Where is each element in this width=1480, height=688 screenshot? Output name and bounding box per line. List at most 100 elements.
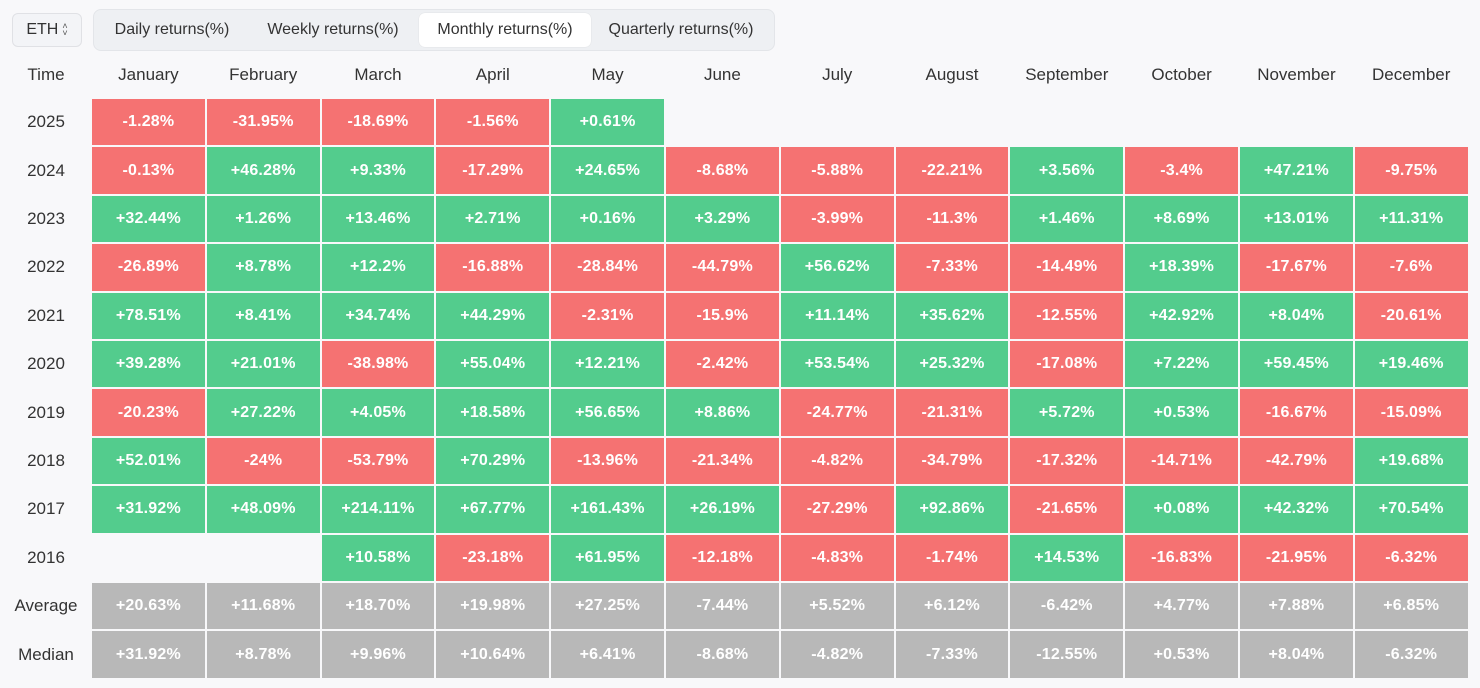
return-cell: +24.65% <box>551 147 664 194</box>
summary-cell: +6.85% <box>1354 583 1468 630</box>
return-cell: -31.95% <box>206 99 320 146</box>
month-header: January <box>118 65 179 84</box>
year-label: 2022 <box>27 257 65 277</box>
return-cell: +47.21% <box>1240 147 1353 194</box>
summary-cell: -7.33% <box>895 631 1009 678</box>
return-cell: -21.65% <box>1010 486 1124 533</box>
return-cell: +70.29% <box>436 437 550 485</box>
summary-cell: +20.63% <box>92 583 205 630</box>
month-header: March <box>354 65 402 84</box>
return-cell: -12.55% <box>1010 292 1124 339</box>
return-cell: +12.2% <box>321 244 435 291</box>
tab-monthly-returns[interactable]: Monthly returns(%) <box>419 13 591 47</box>
return-cell: +19.68% <box>1354 437 1468 485</box>
return-cell: +3.56% <box>1010 147 1124 194</box>
summary-cell: +31.92% <box>92 631 205 678</box>
tab-weekly-returns[interactable]: Weekly returns(%) <box>247 13 419 47</box>
return-cell: -17.32% <box>1010 437 1124 485</box>
return-cell: +61.95% <box>551 534 664 581</box>
return-cell: -1.28% <box>92 99 205 146</box>
month-header: June <box>703 65 741 84</box>
return-cell: -15.9% <box>666 292 779 339</box>
summary-cell: +4.77% <box>1125 583 1238 630</box>
summary-cell: -7.44% <box>666 583 779 630</box>
return-cell: +1.46% <box>1010 195 1124 243</box>
summary-cell: -6.42% <box>1010 583 1124 630</box>
return-cell: -11.3% <box>895 195 1009 243</box>
return-cell: -7.6% <box>1354 244 1468 291</box>
summary-cell: +10.64% <box>436 631 550 678</box>
tab-daily-returns[interactable]: Daily returns(%) <box>97 13 247 47</box>
return-cell: -28.84% <box>551 244 664 291</box>
return-cell: -1.56% <box>436 99 550 146</box>
return-cell: +19.46% <box>1354 341 1468 388</box>
year-label: 2020 <box>27 354 65 374</box>
summary-cell: +6.12% <box>895 583 1009 630</box>
tab-quarterly-returns[interactable]: Quarterly returns(%) <box>591 13 771 47</box>
return-cell: -9.75% <box>1354 147 1468 194</box>
return-cell: +9.33% <box>321 147 435 194</box>
return-cell: +7.22% <box>1125 341 1238 388</box>
return-cell: +39.28% <box>92 341 205 388</box>
return-cell: -53.79% <box>321 437 435 485</box>
return-cell: +8.41% <box>206 292 320 339</box>
return-cell: +55.04% <box>436 341 550 388</box>
return-cell: -20.61% <box>1354 292 1468 339</box>
tab-label: Weekly returns(%) <box>267 21 399 38</box>
return-cell: +52.01% <box>92 437 205 485</box>
return-cell: -6.32% <box>1354 534 1468 581</box>
return-cell: +46.28% <box>206 147 320 194</box>
return-cell: +48.09% <box>206 486 320 533</box>
toolbar: ETH ˄ ˅ Daily returns(%) Weekly returns(%… <box>12 9 775 51</box>
return-cell: -14.49% <box>1010 244 1124 291</box>
return-cell: +14.53% <box>1010 534 1124 581</box>
return-cell: +5.72% <box>1010 389 1124 436</box>
year-label: 2021 <box>27 305 65 325</box>
return-cell: -1.74% <box>895 534 1009 581</box>
tab-label: Quarterly returns(%) <box>608 21 754 38</box>
summary-cell: +0.53% <box>1125 631 1238 678</box>
year-label: 2024 <box>27 160 65 180</box>
return-cell: +13.01% <box>1240 195 1353 243</box>
return-cell: +8.04% <box>1240 292 1353 339</box>
return-cell: +67.77% <box>436 486 550 533</box>
return-cell: +42.32% <box>1240 486 1353 533</box>
return-cell: -42.79% <box>1240 437 1353 485</box>
return-cell: +11.31% <box>1354 195 1468 243</box>
summary-cell: +7.88% <box>1240 583 1353 630</box>
asset-select[interactable]: ETH ˄ ˅ <box>12 13 82 47</box>
summary-cell: +19.98% <box>436 583 550 630</box>
return-cell: -24% <box>206 437 320 485</box>
summary-cell: +8.04% <box>1240 631 1353 678</box>
return-cell: -20.23% <box>92 389 205 436</box>
return-cell: -17.67% <box>1240 244 1353 291</box>
return-cell: +161.43% <box>551 486 664 533</box>
return-cell: +8.86% <box>666 389 779 436</box>
summary-label: Average <box>14 596 78 616</box>
return-cell: -15.09% <box>1354 389 1468 436</box>
year-label: 2019 <box>27 402 65 422</box>
return-cell: +59.45% <box>1240 341 1353 388</box>
return-cell: +42.92% <box>1125 292 1238 339</box>
return-cell: -16.88% <box>436 244 550 291</box>
return-cell: +13.46% <box>321 195 435 243</box>
summary-cell: +6.41% <box>551 631 664 678</box>
summary-cell: -4.82% <box>780 631 894 678</box>
chevron-up-down-icon: ˄ ˅ <box>62 21 68 38</box>
return-cell: +8.78% <box>206 244 320 291</box>
return-cell: -16.67% <box>1240 389 1353 436</box>
summary-cell: +11.68% <box>206 583 320 630</box>
return-cell: +32.44% <box>92 195 205 243</box>
month-header: July <box>822 65 853 84</box>
return-cell: +0.61% <box>551 99 664 146</box>
return-cell: +18.39% <box>1125 244 1238 291</box>
return-cell: +11.14% <box>780 292 894 339</box>
return-cell: -44.79% <box>666 244 779 291</box>
return-cell: +56.65% <box>551 389 664 436</box>
return-cell: +21.01% <box>206 341 320 388</box>
return-cell: +26.19% <box>666 486 779 533</box>
return-cell: +0.08% <box>1125 486 1238 533</box>
tab-label: Monthly returns(%) <box>437 21 573 38</box>
month-header: August <box>925 65 979 84</box>
